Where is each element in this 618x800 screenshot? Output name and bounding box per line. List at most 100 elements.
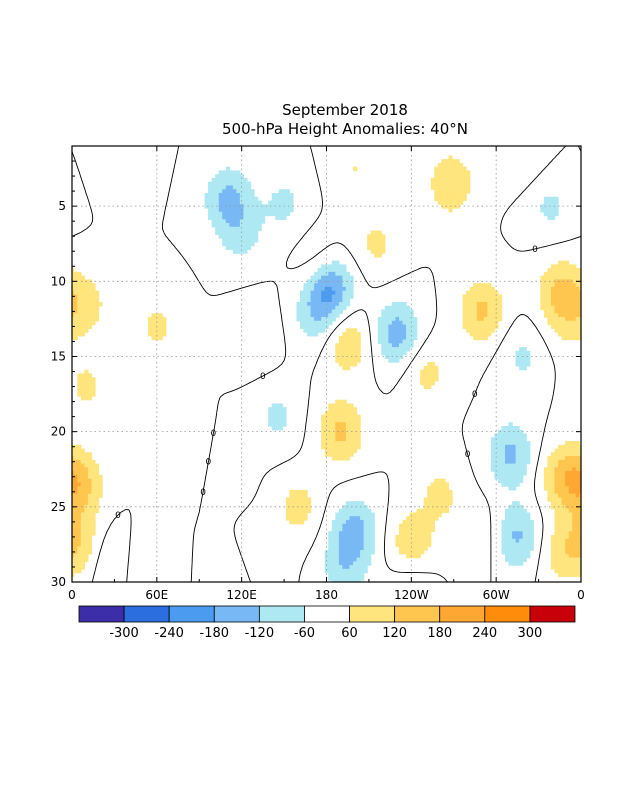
anomaly-cell	[349, 437, 354, 442]
anomaly-cell	[331, 426, 336, 431]
anomaly-cell	[398, 523, 404, 529]
anomaly-cell	[554, 478, 559, 483]
anomaly-cell	[395, 335, 400, 341]
anomaly-cell	[554, 456, 559, 461]
anomaly-cell	[77, 305, 82, 311]
x-axis: 0 60E 120E 180 120W 60W 0	[68, 146, 585, 602]
anomaly-cell	[565, 486, 570, 491]
anomaly-cell	[91, 286, 96, 292]
anomaly-cell	[427, 373, 432, 378]
anomaly-cell	[349, 433, 354, 438]
anomaly-cell	[353, 407, 358, 412]
anomaly-cell	[554, 467, 559, 472]
anomaly-cell	[434, 516, 439, 521]
anomaly-cell	[80, 478, 85, 483]
anomaly-cell	[77, 456, 82, 461]
anomaly-cell	[218, 189, 223, 194]
anomaly-cell	[72, 268, 75, 273]
colorbar-swatch	[123, 605, 170, 623]
anomaly-cell	[84, 369, 89, 374]
anomaly-cell	[568, 478, 573, 483]
anomaly-cell	[271, 208, 276, 213]
anomaly-cell	[222, 189, 227, 194]
anomaly-cell	[87, 467, 93, 472]
anomaly-cell	[218, 215, 223, 220]
anomaly-cell	[395, 324, 400, 329]
anomaly-cell	[402, 309, 407, 314]
anomaly-cell	[73, 501, 78, 506]
anomaly-cell	[335, 448, 340, 453]
anomaly-cell	[331, 527, 336, 532]
anomaly-cell	[299, 324, 305, 329]
anomaly-cell	[303, 504, 308, 510]
anomaly-cell	[222, 192, 227, 198]
anomaly-cell	[575, 553, 580, 559]
anomaly-cell	[487, 301, 492, 307]
anomaly-cell	[455, 162, 460, 168]
anomaly-cell	[349, 362, 354, 367]
anomaly-cell	[427, 497, 432, 502]
anomaly-cell	[543, 294, 549, 299]
anomaly-cell	[84, 535, 89, 540]
anomaly-cell	[278, 211, 283, 217]
anomaly-cell	[430, 519, 435, 525]
anomaly-cell	[543, 474, 549, 480]
anomaly-cell	[236, 204, 241, 209]
anomaly-cell	[561, 260, 566, 265]
anomaly-cell	[72, 467, 75, 472]
anomaly-cell	[543, 301, 549, 307]
anomaly-cell	[568, 519, 573, 525]
anomaly-cell	[497, 471, 503, 476]
anomaly-cell	[466, 305, 471, 311]
anomaly-cell	[501, 531, 506, 536]
anomaly-cell	[72, 471, 75, 476]
anomaly-cell	[338, 550, 344, 555]
anomaly-cell	[349, 426, 354, 431]
anomaly-cell	[353, 508, 358, 514]
anomaly-cell	[84, 392, 89, 397]
anomaly-cell	[342, 580, 347, 583]
anomaly-cell	[338, 527, 344, 532]
anomaly-cell	[558, 332, 563, 337]
anomaly-cell	[572, 444, 577, 450]
anomaly-cell	[515, 358, 520, 363]
anomaly-cell	[331, 561, 336, 566]
anomaly-cell	[406, 546, 411, 551]
anomaly-cell	[77, 553, 82, 559]
anomaly-cell	[554, 482, 559, 487]
anomaly-cell	[77, 286, 82, 292]
anomaly-cell	[430, 489, 435, 495]
anomaly-cell	[572, 332, 577, 337]
anomaly-cell	[455, 174, 460, 179]
anomaly-cell	[441, 200, 446, 205]
anomaly-cell	[377, 238, 382, 243]
anomaly-cell	[497, 441, 503, 446]
anomaly-cell	[448, 489, 453, 495]
anomaly-cell	[80, 531, 85, 536]
anomaly-cell	[370, 249, 375, 254]
anomaly-cell	[409, 332, 414, 337]
anomaly-cell	[218, 226, 223, 232]
anomaly-cell	[73, 320, 78, 326]
anomaly-cell	[335, 410, 340, 416]
anomaly-cell	[437, 170, 442, 175]
anomaly-cell	[558, 467, 563, 472]
anomaly-cell	[565, 328, 570, 333]
anomaly-cell	[296, 305, 301, 311]
anomaly-cell	[229, 245, 234, 250]
anomaly-cell	[466, 294, 471, 299]
anomaly-cell	[353, 538, 358, 544]
anomaly-cell	[547, 215, 552, 220]
anomaly-cell	[335, 264, 340, 269]
anomaly-cell	[565, 444, 570, 450]
anomaly-cell	[353, 414, 358, 420]
anomaly-cell	[246, 215, 252, 220]
anomaly-cell	[508, 523, 513, 529]
anomaly-cell	[345, 335, 351, 341]
anomaly-cell	[243, 185, 248, 190]
anomaly-cell	[554, 519, 559, 525]
anomaly-cell	[296, 489, 301, 495]
anomaly-cell	[335, 426, 340, 431]
anomaly-cell	[342, 542, 347, 547]
anomaly-cell	[565, 519, 570, 525]
